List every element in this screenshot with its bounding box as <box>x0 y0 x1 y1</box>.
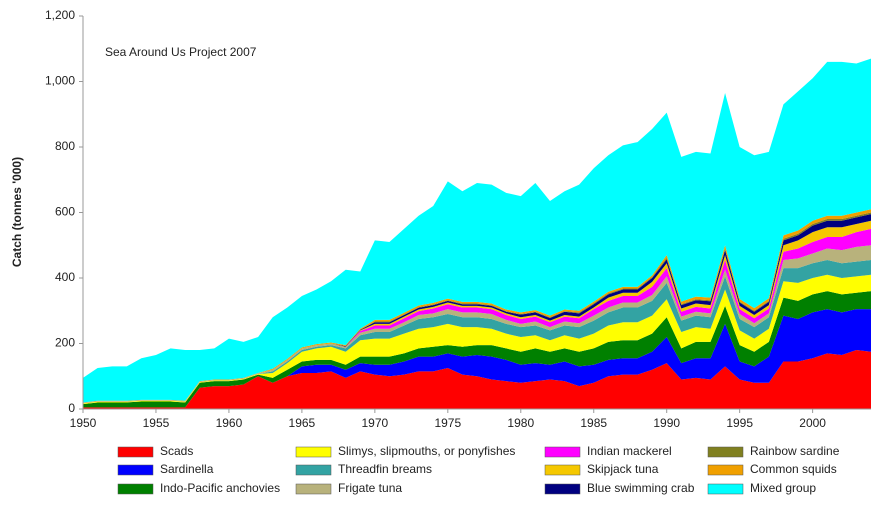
legend-label: Mixed group <box>750 481 816 495</box>
legend-label: Scads <box>160 444 193 458</box>
legend-swatch <box>707 483 744 495</box>
legend-swatch <box>707 464 744 476</box>
x-tick-label: 1970 <box>362 416 389 430</box>
x-tick-label: 2000 <box>799 416 826 430</box>
area <box>83 350 871 409</box>
legend-label: Threadfin breams <box>338 462 432 476</box>
legend-label: Common squids <box>750 462 837 476</box>
legend-swatch <box>544 446 581 458</box>
legend-label: Slimys, slipmouths, or ponyfishes <box>338 444 515 458</box>
legend-swatch <box>117 464 154 476</box>
legend-label: Sardinella <box>160 462 214 476</box>
x-tick-label: 1965 <box>289 416 316 430</box>
legend-swatch <box>117 446 154 458</box>
x-tick-label: 1950 <box>70 416 97 430</box>
legend-swatch <box>544 464 581 476</box>
legend-swatch <box>117 483 154 495</box>
area <box>83 58 871 403</box>
x-tick-label: 1960 <box>216 416 243 430</box>
area <box>83 259 871 404</box>
legend-label: Skipjack tuna <box>587 462 659 476</box>
legend-label: Blue swimming crab <box>587 481 695 495</box>
y-tick-label: 800 <box>55 139 75 153</box>
area <box>83 274 871 405</box>
x-tick-label: 1995 <box>726 416 753 430</box>
legend-label: Indian mackerel <box>587 444 672 458</box>
y-tick-label: 600 <box>55 205 75 219</box>
legend-swatch <box>295 446 332 458</box>
x-tick-label: 1975 <box>434 416 461 430</box>
y-tick-label: 400 <box>55 270 75 284</box>
y-tick-label: 1,200 <box>45 8 75 22</box>
y-tick-label: 0 <box>68 401 75 415</box>
legend-swatch <box>707 446 744 458</box>
annotation: Sea Around Us Project 2007 <box>105 45 257 59</box>
legend-swatch <box>295 464 332 476</box>
areas <box>83 58 871 409</box>
x-tick-label: 1955 <box>143 416 170 430</box>
area <box>83 309 871 408</box>
legend-label: Frigate tuna <box>338 481 402 495</box>
legend-swatch <box>295 483 332 495</box>
legend-swatch <box>544 483 581 495</box>
x-tick-label: 1990 <box>653 416 680 430</box>
legend-label: Indo-Pacific anchovies <box>160 481 280 495</box>
y-tick-label: 1,000 <box>45 74 75 88</box>
y-axis-title: Catch (tonnes '000) <box>10 157 24 267</box>
legend-label: Rainbow sardine <box>750 444 840 458</box>
y-tick-label: 200 <box>55 336 75 350</box>
area <box>83 291 871 408</box>
x-tick-label: 1985 <box>580 416 607 430</box>
x-tick-label: 1980 <box>507 416 534 430</box>
area <box>83 245 871 404</box>
